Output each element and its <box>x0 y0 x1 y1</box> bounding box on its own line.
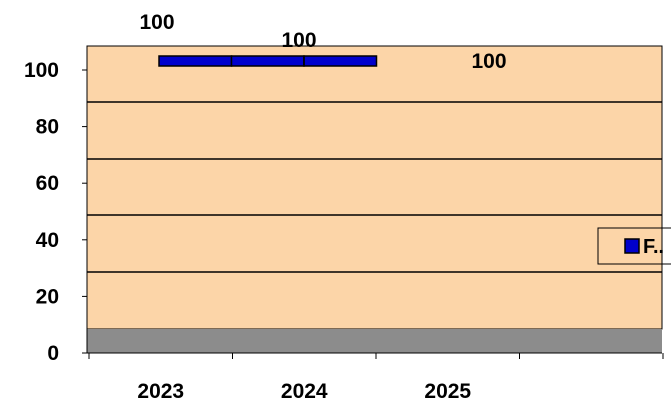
y-tick-label: 100 <box>24 59 59 82</box>
data-label: 100 <box>281 29 316 52</box>
legend-swatch <box>624 238 640 254</box>
y-tick-label: 60 <box>36 172 59 195</box>
data-label: 100 <box>139 11 174 34</box>
data-labels: 100 100 100 <box>139 11 506 73</box>
x-tick-label: 2023 <box>137 380 184 403</box>
plot-area <box>86 45 663 353</box>
bar <box>303 55 378 67</box>
bar <box>158 55 233 67</box>
x-tick-label: 2024 <box>281 380 328 403</box>
bars <box>158 55 378 67</box>
x-tick-label: 2025 <box>424 380 471 403</box>
bar <box>230 55 305 67</box>
y-tick-label: 40 <box>36 229 59 252</box>
legend-label: F.. <box>643 236 664 258</box>
y-tick-label: 20 <box>36 285 59 308</box>
data-label: 100 <box>471 50 506 73</box>
plot-floor <box>87 329 662 353</box>
y-tick-label: 80 <box>36 116 59 139</box>
y-tick-label: 0 <box>47 342 59 365</box>
x-axis: 2023 2024 2025 <box>87 352 664 403</box>
legend-box <box>597 227 671 265</box>
plot-background <box>86 45 663 330</box>
legend: F.. <box>597 227 671 265</box>
y-axis: 0 20 40 60 80 100 <box>24 46 88 365</box>
